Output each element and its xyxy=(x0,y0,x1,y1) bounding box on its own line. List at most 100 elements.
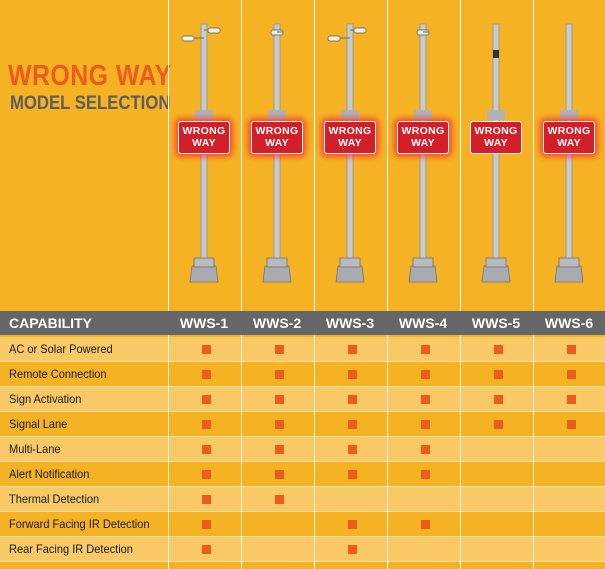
model-header: WWS-3 xyxy=(325,315,375,331)
row-divider xyxy=(0,411,605,412)
capability-row xyxy=(0,487,605,511)
capability-row xyxy=(0,362,605,386)
sign-text-line1: WRONG xyxy=(182,125,226,137)
sign-text-line1: WRONG xyxy=(328,125,372,137)
supported-marker xyxy=(348,345,357,354)
wrong-way-sign: WRONG WAY xyxy=(470,121,522,154)
pole-base xyxy=(262,265,292,283)
column-divider xyxy=(168,0,169,569)
capability-label: Sign Activation xyxy=(9,392,82,406)
wrong-way-pole-illustration xyxy=(327,23,367,283)
supported-marker xyxy=(348,395,357,404)
supported-marker xyxy=(202,520,211,529)
row-divider xyxy=(0,561,605,562)
supported-marker xyxy=(275,345,284,354)
supported-marker xyxy=(421,520,430,529)
wrong-way-pole-illustration xyxy=(554,23,584,283)
capability-label: Multi-Lane xyxy=(9,442,61,456)
supported-marker xyxy=(348,445,357,454)
title-wrong-way: WRONG WAY xyxy=(8,60,172,92)
pole-base xyxy=(481,265,511,283)
pole-plinth xyxy=(412,257,434,268)
wrong-way-pole-illustration xyxy=(481,23,511,283)
supported-marker xyxy=(348,470,357,479)
capability-row xyxy=(0,537,605,561)
supported-marker xyxy=(494,420,503,429)
pole-plinth xyxy=(558,257,580,268)
row-divider xyxy=(0,386,605,387)
pole-plinth xyxy=(266,257,288,268)
model-header: WWS-5 xyxy=(471,315,521,331)
supported-marker xyxy=(421,395,430,404)
supported-marker xyxy=(202,420,211,429)
capability-row xyxy=(0,337,605,361)
row-divider xyxy=(0,461,605,462)
pole-plinth xyxy=(193,257,215,268)
controller-cabinet xyxy=(487,110,505,120)
supported-marker xyxy=(494,345,503,354)
pole-plinth xyxy=(339,257,361,268)
supported-marker xyxy=(275,420,284,429)
pole-plinth xyxy=(485,257,507,268)
column-divider xyxy=(533,0,534,569)
sign-text-line2: WAY xyxy=(557,137,581,149)
supported-marker xyxy=(421,470,430,479)
sign-text-line1: WRONG xyxy=(401,125,445,137)
title-model-selection: MODEL SELECTION xyxy=(10,93,171,114)
pole-base xyxy=(189,265,219,283)
supported-marker xyxy=(275,470,284,479)
wrong-way-sign: WRONG WAY xyxy=(543,121,595,154)
sign-text-line2: WAY xyxy=(338,137,362,149)
model-header: WWS-2 xyxy=(252,315,302,331)
supported-marker xyxy=(348,370,357,379)
supported-marker xyxy=(348,520,357,529)
supported-marker xyxy=(275,370,284,379)
supported-marker xyxy=(275,395,284,404)
wrong-way-pole-illustration xyxy=(408,23,438,283)
capability-label: Signal Lane xyxy=(9,417,68,431)
row-divider xyxy=(0,361,605,362)
capability-label: Rear Facing IR Detection xyxy=(9,542,133,556)
camera-icon xyxy=(207,27,221,34)
supported-marker xyxy=(275,495,284,504)
wrong-way-pole-illustration xyxy=(262,23,292,283)
camera-icon xyxy=(353,27,367,34)
supported-marker xyxy=(275,445,284,454)
pole-base xyxy=(335,265,365,283)
sign-text-line2: WAY xyxy=(411,137,435,149)
sensor-icon xyxy=(493,50,499,58)
sign-text-line1: WRONG xyxy=(547,125,591,137)
camera-icon xyxy=(327,35,341,42)
supported-marker xyxy=(202,495,211,504)
capability-label: Alert Notification xyxy=(9,467,90,481)
supported-marker xyxy=(567,420,576,429)
capability-label: Forward Facing IR Detection xyxy=(9,517,150,531)
capability-row xyxy=(0,462,605,486)
capability-row xyxy=(0,412,605,436)
sign-text-line1: WRONG xyxy=(474,125,518,137)
row-divider xyxy=(0,536,605,537)
model-header: WWS-4 xyxy=(398,315,448,331)
supported-marker xyxy=(202,445,211,454)
capability-label: Thermal Detection xyxy=(9,492,100,506)
supported-marker xyxy=(494,395,503,404)
wrong-way-pole-illustration xyxy=(181,23,221,283)
column-divider xyxy=(314,0,315,569)
supported-marker xyxy=(202,470,211,479)
wrong-way-sign: WRONG WAY xyxy=(397,121,449,154)
model-header: WWS-1 xyxy=(179,315,229,331)
supported-marker xyxy=(202,370,211,379)
controller-cabinet xyxy=(268,110,286,120)
supported-marker xyxy=(202,545,211,554)
capability-row xyxy=(0,437,605,461)
row-divider xyxy=(0,511,605,512)
header-bar xyxy=(0,311,605,335)
supported-marker xyxy=(421,345,430,354)
column-divider xyxy=(460,0,461,569)
wrong-way-sign: WRONG WAY xyxy=(251,121,303,154)
camera-icon xyxy=(181,35,195,42)
supported-marker xyxy=(567,395,576,404)
capability-header: CAPABILITY xyxy=(9,315,92,331)
controller-cabinet xyxy=(560,110,578,120)
